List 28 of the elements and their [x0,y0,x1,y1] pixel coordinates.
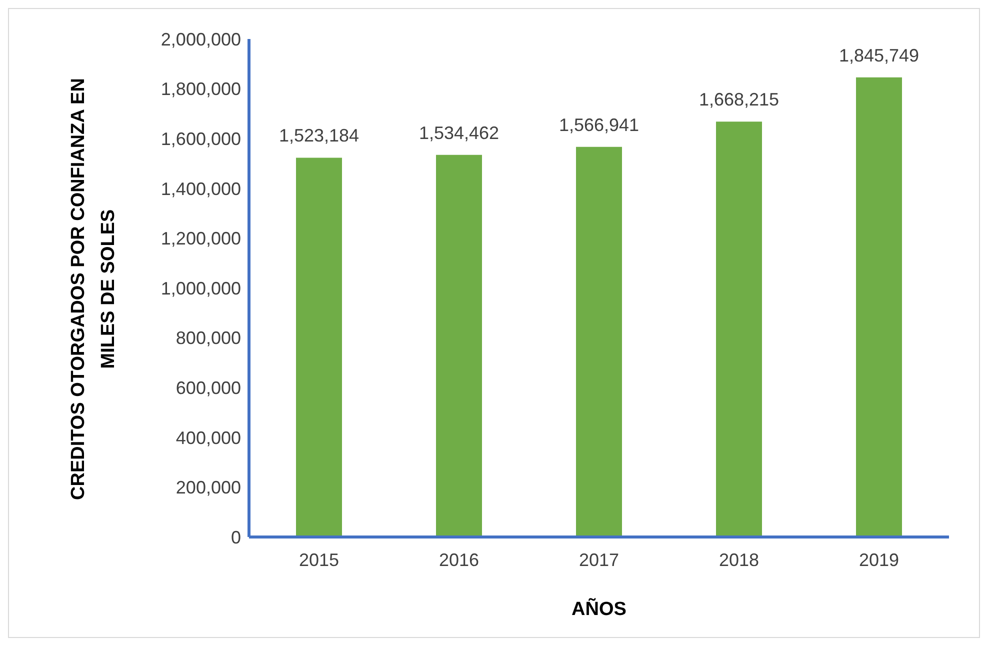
y-tick-label: 800,000 [176,328,241,348]
x-tick-label: 2017 [578,550,620,570]
bar [436,154,482,537]
data-label: 1,845,749 [838,45,920,66]
x-tick-label: 2019 [858,550,900,570]
y-axis-title: CREDITOS OTORGADOS POR CONFIANZA EN MILES DE SOLES [67,77,120,502]
x-tick-label: 2016 [438,550,480,570]
x-axis-title: AÑOS [572,598,626,620]
data-label: 1,523,184 [278,126,360,146]
bar [296,158,342,537]
y-tick-label: 600,000 [176,378,241,398]
data-label: 1,534,462 [418,122,500,143]
y-tick-label: 400,000 [176,428,241,448]
x-tick-label: 2018 [718,550,760,570]
bar [716,122,762,537]
y-tick-label: 1,600,000 [160,128,241,149]
y-tick-label: 2,000,000 [160,29,241,50]
x-tick-label: 2015 [298,550,340,570]
data-label: 1,566,941 [558,114,640,135]
data-label: 1,668,215 [698,90,780,110]
y-tick-label: 0 [230,527,241,548]
y-tick-label: 1,200,000 [160,228,241,249]
bar [576,146,622,537]
y-tick-label: 1,000,000 [160,278,241,298]
y-tick-label: 1,400,000 [160,178,241,199]
y-tick-label: 1,800,000 [160,79,241,100]
y-tick-label: 200,000 [176,478,241,498]
bar [856,77,902,537]
